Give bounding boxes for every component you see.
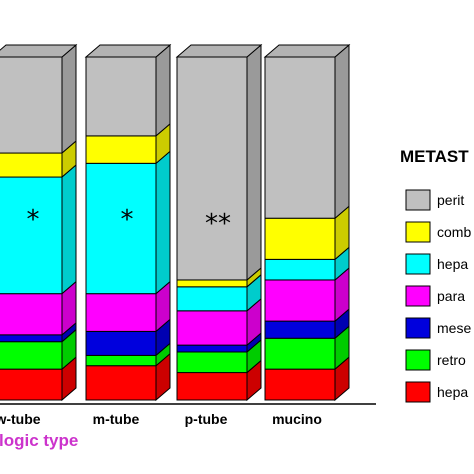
bar-segment-mucino-1	[264, 337, 336, 370]
legend-swatch-4	[405, 317, 431, 339]
bar-side-m-tube-4	[155, 150, 171, 295]
bar-segment-m-tube-2	[85, 330, 157, 356]
legend: perit comb hepa para mese retro hepa	[405, 189, 471, 403]
legend-label-0: perit	[437, 192, 464, 208]
annotation-w-tube: *	[27, 205, 40, 235]
bar-group: * * **	[0, 43, 351, 402]
legend-label-5: retro	[437, 352, 466, 368]
bar-segment-mucino-3	[264, 279, 336, 322]
x-tick-p-tube: p-tube	[185, 411, 228, 427]
legend-swatch-6	[405, 381, 431, 403]
bar-segment-m-tube-5	[85, 135, 157, 164]
bar-top-m-tube	[84, 44, 172, 58]
bar-segment-p-tube-3	[176, 310, 248, 346]
legend-swatch-5	[405, 349, 431, 371]
x-tick-m-tube: m-tube	[93, 411, 140, 427]
bar-segment-w-tube-3	[0, 293, 63, 336]
x-tick-w-tube: w-tube	[0, 411, 41, 427]
annotation-p-tube: **	[205, 209, 231, 239]
legend-label-3: para	[437, 288, 465, 304]
bar-segment-w-tube-1	[0, 341, 63, 370]
bar-side-m-tube-6	[155, 43, 171, 137]
legend-swatch-1	[405, 221, 431, 243]
bar-segment-m-tube-4	[85, 162, 157, 295]
legend-title: METAST	[400, 147, 469, 166]
legend-swatch-0	[405, 189, 431, 211]
bar-segment-m-tube-0	[85, 365, 157, 401]
x-tick-labels: w-tube m-tube p-tube mucino	[0, 411, 322, 427]
bar-side-w-tube-6	[61, 43, 77, 155]
bar-segment-p-tube-0	[176, 372, 248, 401]
legend-label-6: hepa	[437, 384, 468, 400]
bar-segment-mucino-6	[264, 56, 336, 219]
bar-top-p-tube	[175, 44, 263, 58]
bar-segment-mucino-4	[264, 258, 336, 281]
bar-segment-mucino-2	[264, 320, 336, 339]
bar-segment-w-tube-5	[0, 152, 63, 178]
bar-side-p-tube-6	[246, 43, 262, 282]
bar-segment-p-tube-5	[176, 279, 248, 288]
bar-segment-w-tube-2	[0, 334, 63, 343]
annotation-m-tube: *	[121, 205, 134, 235]
bar-segment-mucino-5	[264, 217, 336, 260]
bar-segment-m-tube-1	[85, 354, 157, 367]
bar-segment-w-tube-6	[0, 56, 63, 154]
legend-swatch-3	[405, 285, 431, 307]
x-tick-mucino: mucino	[272, 411, 322, 427]
bar-segment-p-tube-1	[176, 351, 248, 374]
bar-segment-p-tube-2	[176, 344, 248, 353]
bar-segment-w-tube-4	[0, 176, 63, 295]
legend-label-4: mese	[437, 320, 471, 336]
legend-label-2: hepa	[437, 256, 468, 272]
bar-segment-m-tube-6	[85, 56, 157, 137]
legend-swatch-2	[405, 253, 431, 275]
bar-segment-mucino-0	[264, 368, 336, 401]
bar-segment-m-tube-3	[85, 293, 157, 332]
bar-top-w-tube	[0, 44, 78, 58]
legend-label-1: comb	[437, 224, 471, 240]
x-axis-title: logic type	[0, 431, 78, 450]
bar-segment-p-tube-6	[176, 56, 248, 281]
bar-top-mucino	[263, 44, 351, 58]
bar-segment-p-tube-4	[176, 286, 248, 312]
bar-segment-w-tube-0	[0, 368, 63, 401]
bar-side-mucino-6	[334, 43, 350, 220]
bar-side-w-tube-4	[61, 163, 77, 295]
